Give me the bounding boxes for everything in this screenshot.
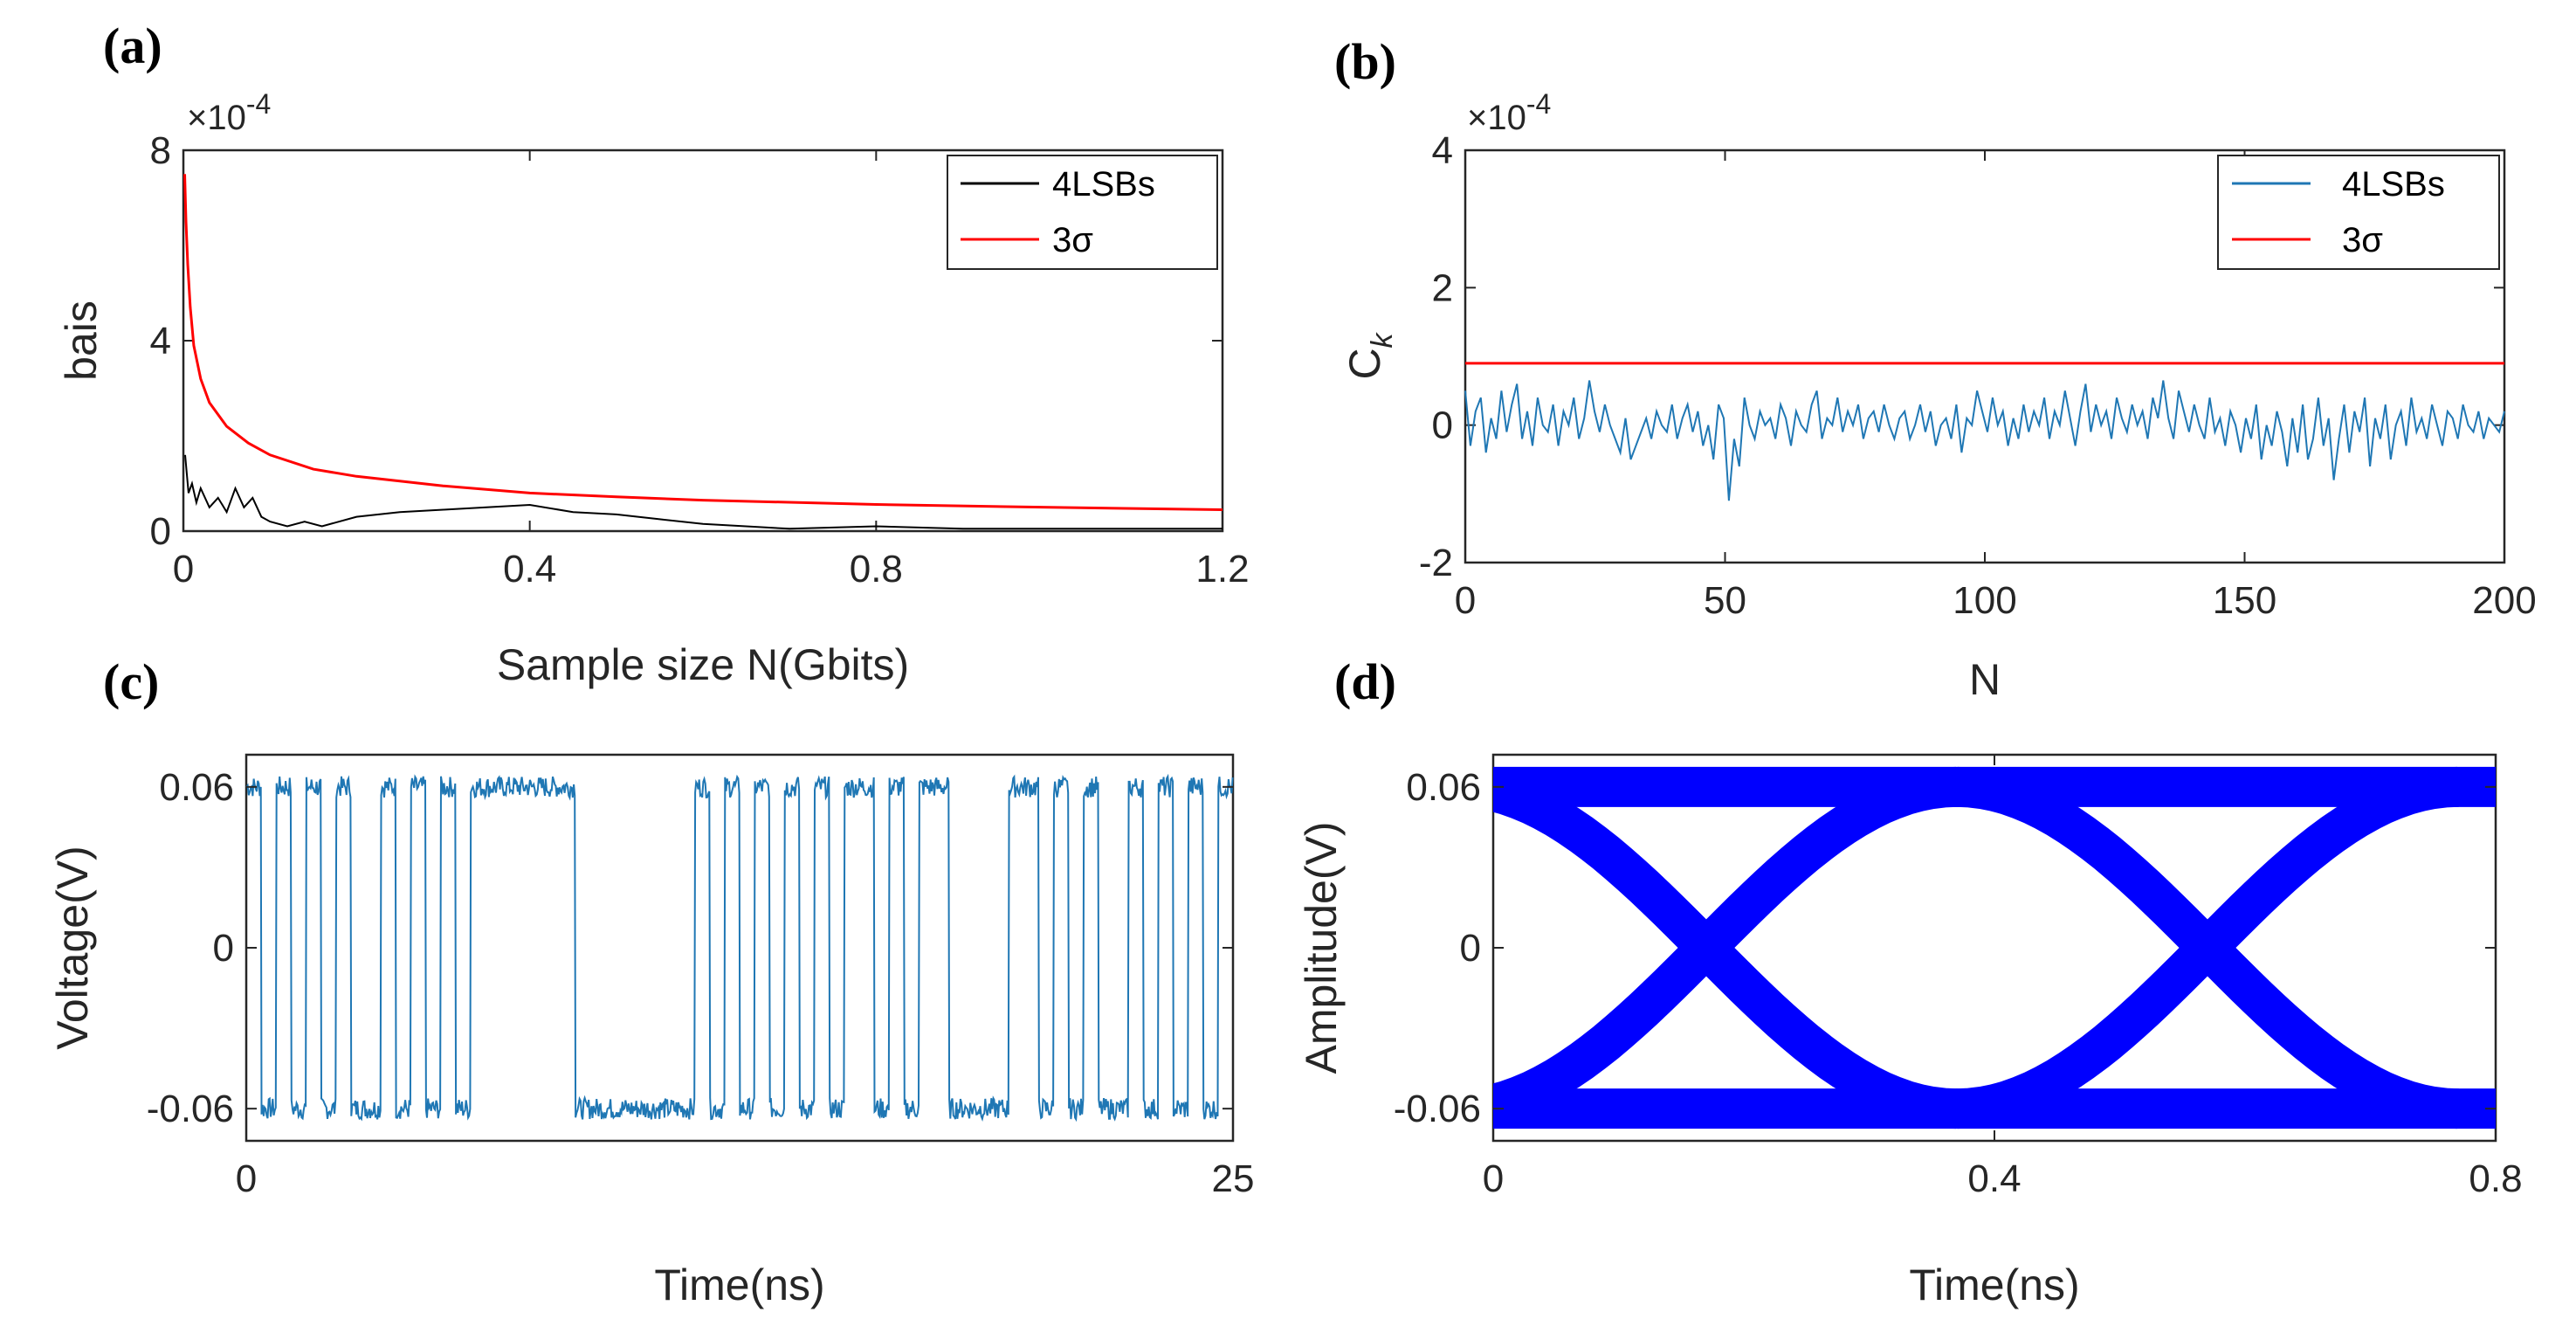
panel-a-xlabel: Sample size N(Gbits)	[497, 640, 909, 689]
panel-c-ytick-label: 0.06	[159, 766, 234, 809]
panel-a-legend-box	[947, 155, 1218, 270]
panel-c-xlabel: Time(ns)	[654, 1260, 824, 1309]
panel-b-xtick-label: 200	[2472, 579, 2536, 622]
panel-b-legend: 4LSBs 3σ	[2217, 155, 2500, 270]
panel-a-xtick-label: 0.8	[850, 548, 903, 591]
panel-d-ylabel: Amplitude(V)	[1297, 822, 1346, 1074]
panel-d-ytick-label: 0	[1460, 927, 1481, 970]
panel-b-xlabel: N	[1969, 655, 2001, 704]
panel-d-ytick-label: -0.06	[1394, 1088, 1481, 1130]
panel-a-exponent-power: -4	[246, 88, 271, 120]
panel-b-ytick-label: 0	[1432, 404, 1453, 447]
panel-b-xtick-label: 100	[1953, 579, 2016, 622]
panel-a-legend-4lsbs: 4LSBs	[1052, 165, 1155, 204]
panel-c-ylabel: Voltage(V)	[48, 846, 97, 1049]
panel-b-xtick-label: 150	[2213, 579, 2276, 622]
panel-c-xtick-label: 0	[236, 1157, 257, 1200]
panel-c-signal-trace	[245, 773, 1234, 1122]
panel-a: (a) 0 0.4 0.8 1.2 0 4 8 ×10-4 Sample size N(Gb…	[57, 17, 1250, 689]
panel-d-eye-fall-1	[1493, 770, 1958, 1129]
panel-b-ylabel: Ck	[1340, 331, 1399, 379]
panel-b-ytick-label: -2	[1419, 542, 1453, 584]
panel-a-ytick-label: 0	[150, 510, 171, 553]
panel-b-ylabel-sub: k	[1366, 331, 1399, 348]
panel-a-xtick-label: 0.4	[503, 548, 556, 591]
panel-a-label: (a)	[103, 17, 162, 74]
panel-b-legend-4lsbs: 4LSBs	[2342, 165, 2445, 204]
panel-d-xtick-label: 0	[1483, 1157, 1504, 1200]
panel-a-ytick-label: 4	[150, 320, 171, 363]
panel-a-series-3sigma	[183, 174, 1223, 511]
panel-b-ytick-label: 4	[1432, 129, 1453, 172]
panel-a-legend-3sigma: 3σ	[1052, 221, 1093, 259]
panel-a-legend: 4LSBs 3σ	[947, 155, 1218, 270]
panel-d-xtick-label: 0.8	[2469, 1157, 2522, 1200]
panel-b-legend-box	[2217, 155, 2500, 270]
panel-a-exponent: ×10-4	[187, 88, 271, 137]
panel-a-exponent-base: ×10	[187, 99, 246, 137]
panel-a-ylabel: bais	[57, 300, 106, 381]
panel-a-xtick-label: 1.2	[1195, 548, 1249, 591]
panel-b-legend-3sigma: 3σ	[2342, 221, 2383, 259]
panel-d-label: (d)	[1334, 653, 1396, 710]
panel-b-xtick-label: 50	[1704, 579, 1746, 622]
panel-a-series-4lsbs	[184, 454, 1223, 530]
panel-a-ytick-label: 8	[150, 129, 171, 172]
panel-b-exponent: ×10-4	[1467, 88, 1551, 137]
panel-c-xtick-label: 25	[1212, 1157, 1255, 1200]
panel-d-xlabel: Time(ns)	[1909, 1260, 2079, 1309]
panel-d-xtick-label: 0.4	[1967, 1157, 2021, 1200]
panel-c-ytick-label: -0.06	[147, 1088, 234, 1130]
panel-d-ytick-label: 0.06	[1406, 766, 1481, 809]
panel-b-series-4lsbs	[1464, 380, 2505, 501]
panel-c-label: (c)	[103, 653, 159, 710]
panel-c-ytick-label: 0	[213, 927, 234, 970]
panel-b-exponent-power: -4	[1526, 88, 1551, 120]
panel-b-ylabel-main: C	[1340, 348, 1389, 379]
panel-b-ytick-label: 2	[1432, 266, 1453, 309]
panel-b-exponent-base: ×10	[1467, 99, 1526, 137]
panel-d-eye-fall-2	[1955, 766, 2459, 1129]
panel-a-xtick-label: 0	[173, 548, 194, 591]
panel-b-xtick-label: 0	[1455, 579, 1476, 622]
panel-b-label: (b)	[1334, 33, 1396, 90]
